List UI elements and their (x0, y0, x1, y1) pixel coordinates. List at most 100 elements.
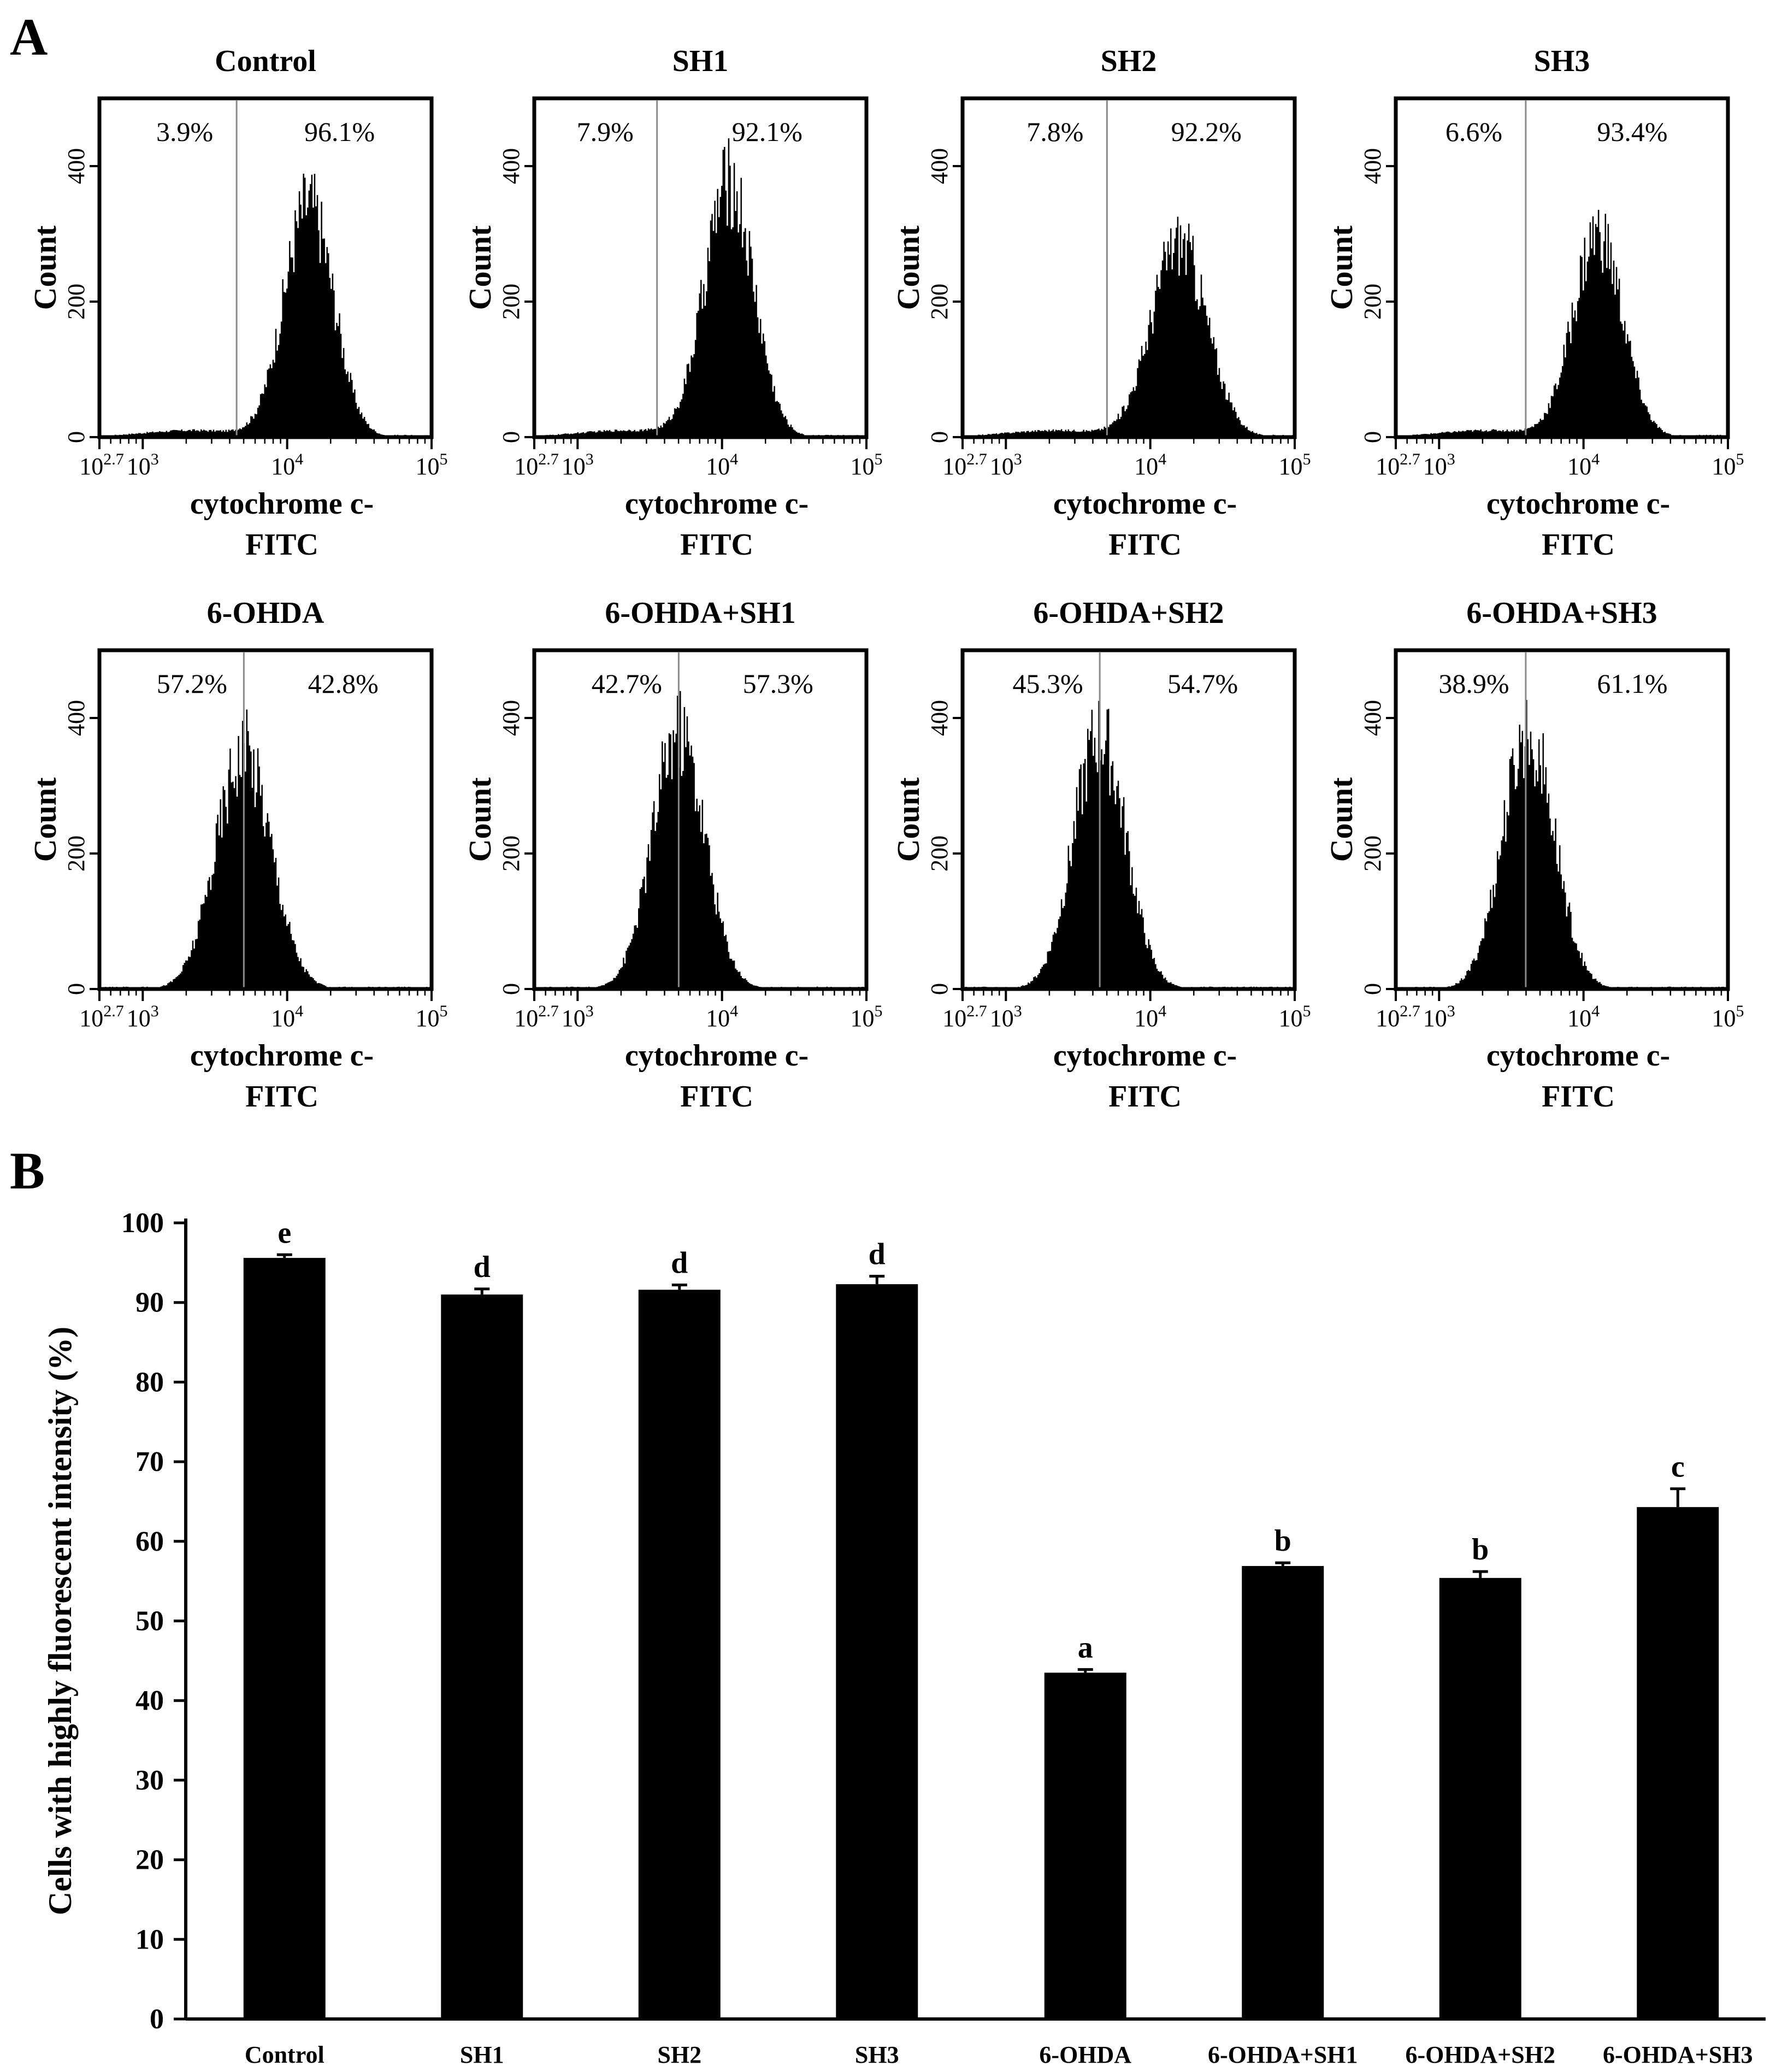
y-axis-label: Count (462, 777, 498, 862)
x-tick-label: 104 (706, 450, 738, 480)
histogram-title: Control (215, 44, 316, 78)
x-tick-label: 102.7 (942, 1002, 987, 1032)
x-axis-label-line1: cytochrome c- (190, 487, 374, 521)
y-tick-label: 0 (926, 983, 953, 995)
histogram-title: 6-OHDA+SH1 (605, 596, 795, 630)
x-tick-exponent: 5 (1303, 450, 1311, 468)
histogram-title: SH2 (1101, 44, 1157, 78)
x-tick-base: 10 (990, 1005, 1014, 1032)
x-tick-label: 104 (271, 1002, 303, 1032)
histogram-distribution (534, 138, 866, 437)
x-tick-exponent: 2.7 (538, 1002, 559, 1020)
x-tick-base: 10 (271, 1005, 295, 1032)
bar-2 (441, 1294, 523, 2019)
y-tick-label: 90 (135, 1287, 164, 1318)
x-tick-exponent: 3 (1447, 1002, 1455, 1020)
y-tick-label: 200 (498, 284, 524, 320)
y-tick-label: 200 (63, 835, 90, 872)
x-tick-label: 103 (990, 450, 1022, 480)
x-tick-exponent: 4 (295, 1002, 303, 1020)
x-tick-label: 102.7 (1376, 450, 1420, 480)
x-tick-label: 105 (1712, 450, 1744, 480)
x-tick-base: 10 (942, 1005, 966, 1032)
y-tick-label: 400 (498, 148, 524, 184)
y-tick-label: 70 (135, 1446, 164, 1478)
x-tick-exponent: 3 (586, 1002, 594, 1020)
x-tick-label: 104 (1567, 450, 1600, 480)
y-tick-label: 0 (150, 2004, 164, 2035)
x-tick-base: 10 (851, 1005, 875, 1032)
plot-frame (960, 648, 1297, 991)
percent-right: 96.1% (304, 116, 375, 147)
y-tick-label: 0 (926, 431, 953, 443)
histogram-distribution (1396, 210, 1728, 437)
bar-6 (1242, 1565, 1324, 2019)
x-tick-base: 10 (562, 453, 586, 480)
x-axis-label-line2: FITC (245, 528, 318, 562)
x-tick-exponent: 3 (151, 1002, 159, 1020)
x-tick-base: 10 (514, 453, 538, 480)
x-axis-label-line2: FITC (1542, 1080, 1615, 1114)
y-tick-label: 200 (1359, 284, 1386, 320)
category-label: SH3 (855, 2041, 899, 2068)
panel-label-a: A (10, 8, 48, 66)
bar-3 (638, 1290, 721, 2019)
x-tick-label: 103 (562, 1002, 594, 1032)
x-tick-base: 10 (1423, 1005, 1447, 1032)
percent-right: 54.7% (1167, 668, 1238, 699)
percent-left: 45.3% (1013, 668, 1083, 699)
x-axis-label-line2: FITC (245, 1080, 318, 1114)
percent-right: 93.4% (1597, 116, 1667, 147)
x-tick-label: 104 (1134, 450, 1166, 480)
percent-right: 92.2% (1171, 116, 1242, 147)
plot-frame (97, 96, 434, 439)
x-tick-exponent: 2.7 (103, 450, 124, 468)
panel-label-b: B (10, 1141, 45, 1200)
y-tick-label: 30 (135, 1765, 164, 1796)
x-axis-label-line2: FITC (1108, 1080, 1182, 1114)
x-tick-label: 105 (1712, 1002, 1744, 1032)
x-tick-exponent: 5 (440, 1002, 448, 1020)
percent-right: 61.1% (1597, 668, 1667, 699)
histogram-distribution (534, 691, 866, 989)
x-tick-label: 103 (1423, 1002, 1455, 1032)
x-tick-exponent: 4 (295, 450, 303, 468)
x-tick-label: 104 (706, 1002, 738, 1032)
y-tick-label: 200 (926, 284, 953, 320)
x-tick-base: 10 (1423, 453, 1447, 480)
plot-frame (532, 648, 869, 991)
category-label: 6-OHDA+SH2 (1406, 2041, 1555, 2068)
x-axis-label-line1: cytochrome c- (625, 1039, 809, 1073)
x-tick-base: 10 (1567, 1005, 1591, 1032)
x-tick-label: 103 (127, 450, 159, 480)
x-tick-base: 10 (1712, 1005, 1736, 1032)
x-tick-label: 104 (1567, 1002, 1600, 1032)
plot-frame (1394, 648, 1730, 991)
category-label: 6-OHDA (1039, 2041, 1131, 2068)
percent-left: 6.6% (1445, 116, 1502, 147)
significance-letter: d (671, 1246, 688, 1280)
x-axis-label-line2: FITC (1542, 528, 1615, 562)
y-tick-label: 0 (498, 983, 524, 995)
x-tick-label: 102.7 (514, 1002, 559, 1032)
x-tick-label: 102.7 (79, 450, 124, 480)
bar-8 (1637, 1507, 1719, 2019)
y-tick-label: 0 (63, 983, 90, 995)
x-axis-label-line1: cytochrome c- (1053, 1039, 1237, 1073)
x-tick-exponent: 5 (875, 1002, 883, 1020)
y-axis-label: Count (27, 225, 63, 310)
category-label: Control (245, 2041, 324, 2068)
y-axis-label: Count (890, 777, 926, 862)
y-axis-label: Count (1324, 777, 1359, 862)
y-tick-label: 400 (926, 148, 953, 184)
bar-7 (1439, 1577, 1521, 2019)
y-tick-label: 20 (135, 1845, 164, 1876)
histogram-title: 6-OHDA (207, 596, 324, 630)
x-tick-exponent: 5 (440, 450, 448, 468)
x-axis-label-line1: cytochrome c- (1486, 487, 1670, 521)
x-tick-label: 103 (990, 1002, 1022, 1032)
